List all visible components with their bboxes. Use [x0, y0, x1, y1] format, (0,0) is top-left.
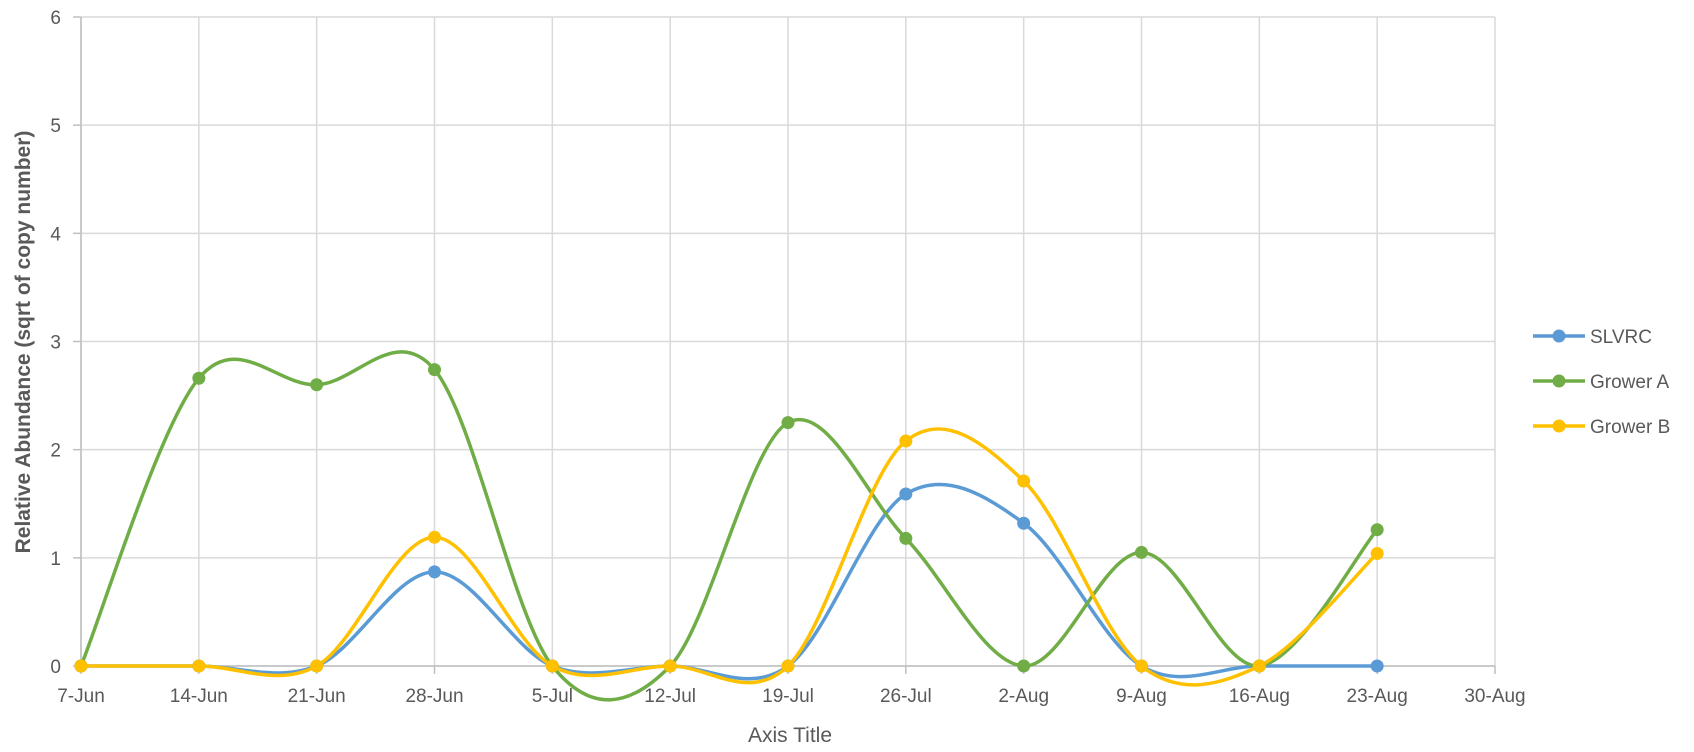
data-point-grower-a: [192, 371, 206, 385]
tick-labels: 7-Jun 14-Jun 21-Jun 28-Jun 5-Jul 12-Jul 19-Jul…: [50, 8, 1525, 707]
data-point-slvrc: [1017, 516, 1031, 530]
legend-label-slvrc: SLVRC: [1590, 327, 1652, 348]
x-tick-label: 23-Aug: [1347, 686, 1408, 707]
data-point-grower-a: [428, 363, 441, 377]
gridlines: [80, 16, 1496, 667]
data-point-grower-b: [1017, 474, 1031, 488]
x-tick-label: 30-Aug: [1464, 686, 1525, 707]
data-point-grower-a: [899, 531, 913, 545]
data-point-grower-a: [1370, 523, 1384, 537]
data-points: [74, 363, 1384, 673]
x-tick-label: 21-Jun: [288, 686, 346, 707]
data-point-grower-b: [74, 659, 88, 673]
data-point-grower-a: [1135, 545, 1148, 559]
data-point-grower-a: [1017, 659, 1031, 673]
x-tick-label: 14-Jun: [170, 686, 228, 707]
x-tick-label: 7-Jun: [57, 686, 105, 707]
x-tick-label: 12-Jul: [644, 686, 696, 707]
data-point-slvrc: [1370, 659, 1384, 673]
x-tick-label: 28-Jun: [405, 686, 463, 707]
x-tick-label: 2-Aug: [998, 686, 1049, 707]
y-axis-title: Relative Abundance (sqrt of copy number): [12, 131, 35, 554]
y-tick-label: 0: [50, 657, 61, 678]
x-tick-label: 5-Jul: [532, 686, 573, 707]
data-point-grower-b: [310, 659, 324, 673]
y-tick-label: 1: [50, 549, 61, 570]
x-tick-label: 16-Aug: [1229, 686, 1290, 707]
y-tick-label: 3: [50, 333, 61, 354]
data-point-grower-b: [899, 434, 913, 448]
data-point-grower-b: [1252, 659, 1266, 673]
data-point-grower-b: [781, 659, 795, 673]
series-lines: [79, 350, 1379, 702]
data-point-grower-b: [545, 659, 559, 673]
data-point-grower-b: [428, 530, 441, 544]
data-point-slvrc: [899, 487, 913, 501]
data-point-grower-b: [1135, 659, 1148, 673]
series-line-grower-a: [79, 350, 1379, 702]
y-tick-label: 6: [50, 8, 61, 29]
legend-marker-grower-a: [1552, 374, 1566, 388]
series-line-grower-b: [79, 427, 1379, 687]
data-point-slvrc: [428, 565, 441, 579]
legend-label-grower-b: Grower B: [1590, 417, 1670, 438]
y-tick-label: 4: [50, 224, 61, 245]
legend-marker-grower-b: [1552, 419, 1566, 433]
x-axis-title: Axis Title: [748, 724, 832, 747]
axes: [73, 16, 1496, 674]
legend: SLVRC Grower A Grower B: [1533, 327, 1670, 438]
y-tick-label: 5: [50, 116, 61, 137]
data-point-grower-a: [310, 378, 324, 392]
data-point-grower-b: [663, 659, 677, 673]
series-line-slvrc: [79, 482, 1379, 681]
data-point-grower-a: [781, 416, 795, 430]
legend-label-grower-a: Grower A: [1590, 372, 1670, 393]
data-point-grower-b: [192, 659, 206, 673]
legend-marker-slvrc: [1552, 329, 1566, 343]
y-tick-label: 2: [50, 441, 61, 462]
x-tick-label: 19-Jul: [762, 686, 814, 707]
x-tick-label: 9-Aug: [1116, 686, 1167, 707]
data-point-grower-b: [1370, 547, 1384, 561]
x-tick-label: 26-Jul: [880, 686, 932, 707]
